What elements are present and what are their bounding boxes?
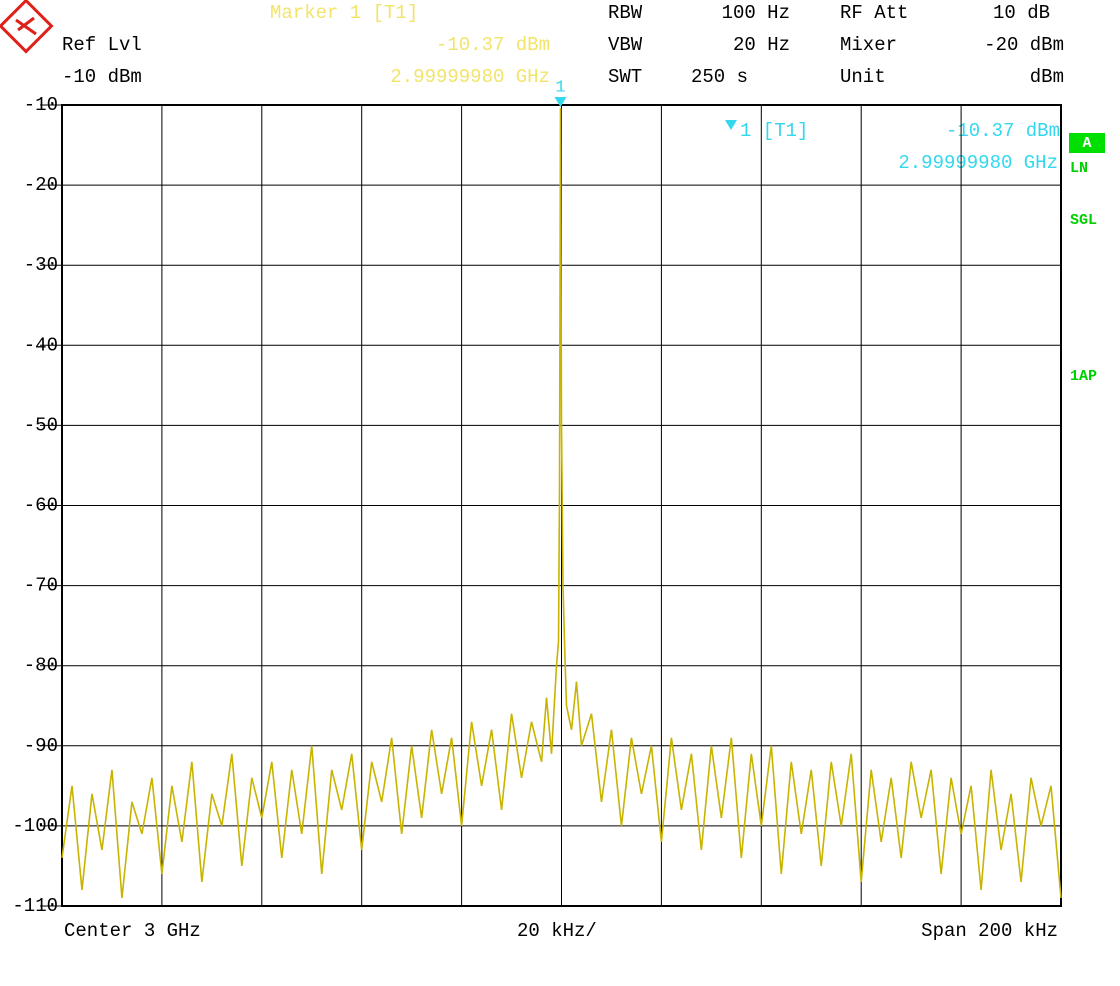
status-label: SGL — [1070, 212, 1097, 229]
ref-label: Ref Lvl — [62, 34, 142, 56]
marker-name: 1 [T1] — [740, 120, 808, 142]
div-label: 20 kHz/ — [517, 920, 597, 942]
setting-name: Unit — [840, 66, 886, 88]
logo — [0, 0, 54, 54]
status-label: 1AP — [1070, 368, 1097, 385]
marker-info-level: -10.37 dBm — [946, 120, 1060, 142]
center-label: Center 3 GHz — [64, 920, 201, 942]
setting-value: dBm — [1030, 66, 1064, 88]
ref-value: -10 dBm — [62, 66, 142, 88]
setting-value: 250 s — [691, 66, 748, 88]
setting-value: -20 dBm — [984, 34, 1064, 56]
status-box — [1069, 133, 1105, 153]
marker-label: 1 — [555, 78, 565, 97]
trace — [61, 107, 1062, 899]
span-label: Span 200 kHz — [921, 920, 1058, 942]
marker-title: Marker 1 [T1] — [270, 2, 418, 24]
marker-symbol — [554, 97, 567, 107]
setting-value: 20 Hz — [733, 34, 790, 56]
status-label: LN — [1070, 160, 1088, 177]
marker-info-icon — [725, 120, 737, 130]
setting-name: SWT — [608, 66, 642, 88]
marker-info-freq: 2.99999980 GHz — [898, 152, 1058, 174]
setting-name: Mixer — [840, 34, 897, 56]
y-tick-label: -110 — [12, 895, 58, 917]
status-label: A — [1082, 135, 1091, 152]
setting-name: VBW — [608, 34, 643, 56]
y-tick-label: -100 — [12, 815, 58, 837]
setting-name: RF Att — [840, 2, 908, 24]
setting-name: RBW — [608, 2, 643, 24]
marker-freq: 2.99999980 GHz — [390, 66, 550, 88]
marker-level: -10.37 dBm — [436, 34, 550, 56]
setting-value: 100 Hz — [722, 2, 790, 24]
setting-value: 10 dB — [993, 2, 1050, 24]
